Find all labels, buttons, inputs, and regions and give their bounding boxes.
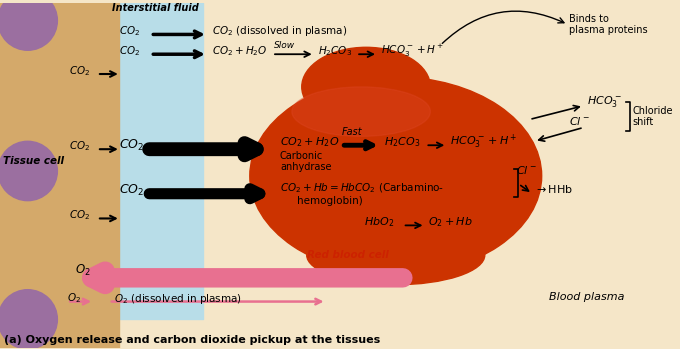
Ellipse shape xyxy=(292,87,430,136)
Circle shape xyxy=(0,141,57,201)
Bar xyxy=(0,3,119,348)
Text: Tissue cell: Tissue cell xyxy=(3,156,64,166)
Text: Fast: Fast xyxy=(341,127,362,138)
Ellipse shape xyxy=(302,47,430,126)
Text: (a) Oxygen release and carbon dioxide pickup at the tissues: (a) Oxygen release and carbon dioxide pi… xyxy=(4,335,380,345)
Text: hemoglobin): hemoglobin) xyxy=(296,196,362,206)
Text: $O_2 + Hb$: $O_2 + Hb$ xyxy=(428,215,473,229)
Text: Carbonic: Carbonic xyxy=(280,151,323,161)
Text: Slow: Slow xyxy=(274,41,295,50)
Text: $O_2$: $O_2$ xyxy=(67,291,82,305)
Text: $CO_2$: $CO_2$ xyxy=(69,139,90,153)
Text: $CO_2$: $CO_2$ xyxy=(69,208,90,222)
Text: $O_2$ (dissolved in plasma): $O_2$ (dissolved in plasma) xyxy=(114,291,241,306)
Text: $CO_2$: $CO_2$ xyxy=(119,183,144,198)
Text: $\rightarrow$HHb: $\rightarrow$HHb xyxy=(534,183,573,195)
Text: $CO_2+H_2O$: $CO_2+H_2O$ xyxy=(211,44,267,58)
Text: $CO_2$: $CO_2$ xyxy=(69,64,90,78)
Text: $HCO_3^-$: $HCO_3^-$ xyxy=(587,94,622,109)
Text: anhydrase: anhydrase xyxy=(280,162,331,172)
Text: Blood plasma: Blood plasma xyxy=(549,291,625,302)
Text: $HCO_3^- + H^+$: $HCO_3^- + H^+$ xyxy=(381,43,444,59)
Text: $HbO_2$: $HbO_2$ xyxy=(364,215,394,229)
Ellipse shape xyxy=(307,225,485,285)
Text: $HCO_3^- + H^+$: $HCO_3^- + H^+$ xyxy=(450,133,517,151)
Circle shape xyxy=(0,290,57,349)
Text: $CO_2+Hb = HbCO_2$ (Carbamino-: $CO_2+Hb = HbCO_2$ (Carbamino- xyxy=(280,181,444,194)
Ellipse shape xyxy=(250,77,542,275)
Text: $Cl^-$: $Cl^-$ xyxy=(516,164,537,176)
Text: Red blood cell: Red blood cell xyxy=(307,250,388,260)
Text: $CO_2$: $CO_2$ xyxy=(119,44,140,58)
Text: $CO_2$ (dissolved in plasma): $CO_2$ (dissolved in plasma) xyxy=(211,24,347,38)
Circle shape xyxy=(0,0,57,50)
Text: Binds to
plasma proteins: Binds to plasma proteins xyxy=(569,14,647,35)
Text: $CO_2$: $CO_2$ xyxy=(119,138,144,153)
Text: $H_2CO_3$: $H_2CO_3$ xyxy=(384,135,420,149)
Text: Interstitial fluid: Interstitial fluid xyxy=(112,3,199,13)
Bar xyxy=(109,3,203,319)
Text: Chloride
shift: Chloride shift xyxy=(632,106,673,127)
Text: $Cl^-$: $Cl^-$ xyxy=(569,116,590,127)
Text: $H_2CO_3$: $H_2CO_3$ xyxy=(318,44,352,58)
Text: $CO_2+H_2O$: $CO_2+H_2O$ xyxy=(280,135,339,149)
Text: $O_2$: $O_2$ xyxy=(75,263,91,278)
Text: $CO_2$: $CO_2$ xyxy=(119,24,140,38)
